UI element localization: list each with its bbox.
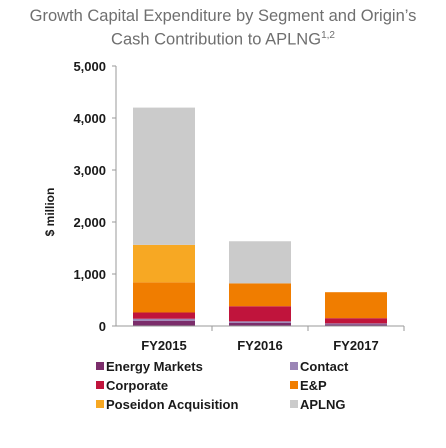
bar-segment [229,306,291,322]
bar-segment [325,292,387,319]
legend-label: Energy Markets [106,359,203,374]
bar-segment [325,323,387,325]
chart-title-superscript: 1,2 [321,30,335,41]
y-axis: 0 1,000 2,000 3,000 4,000 5,000 [73,59,117,334]
legend-label: APLNG [300,397,346,412]
chart-title: Growth Capital Expenditure by Segment an… [0,6,446,50]
y-tick-label: 5,000 [73,59,106,74]
legend-swatch [96,381,104,389]
bar-segment [325,318,387,324]
y-tick-label: 0 [99,319,106,334]
bar-segment [133,107,195,245]
x-tick-label: FY2015 [141,338,187,353]
bar-segment [133,244,195,283]
chart-title-line-2: Cash Contribution to APLNG [111,30,322,49]
legend-swatch [96,362,104,370]
legend-label: Poseidon Acquisition [106,397,238,412]
legend-label: Corporate [106,378,168,393]
legend-swatch [290,400,298,408]
bar-segment [133,282,195,313]
y-tick-label: 4,000 [73,111,106,126]
chart-title-line-1: Growth Capital Expenditure by Segment an… [29,7,417,25]
legend: Energy Markets Contact Corporate E&P Poseido… [96,359,349,412]
legend-label: E&P [300,378,327,393]
y-axis-title: $ million [43,188,57,237]
y-tick-label: 1,000 [73,267,106,282]
legend-label: Contact [300,359,349,374]
bar-segment [133,318,195,321]
y-tick-label: 2,000 [73,215,106,230]
bar-segment [229,241,291,284]
legend-swatch [290,381,298,389]
bar-segment [325,324,387,326]
bars [133,107,387,326]
x-tick-label: FY2017 [333,338,379,353]
bar-segment [229,322,291,326]
legend-swatch [290,362,298,370]
bar-segment [229,283,291,307]
bar-segment [133,320,195,326]
bar-segment [229,321,291,323]
y-tick-label: 3,000 [73,163,106,178]
x-axis: FY2015 FY2016 FY2017 [116,325,405,353]
bar-segment [133,312,195,319]
x-tick-label: FY2016 [237,338,283,353]
legend-swatch [96,400,104,408]
